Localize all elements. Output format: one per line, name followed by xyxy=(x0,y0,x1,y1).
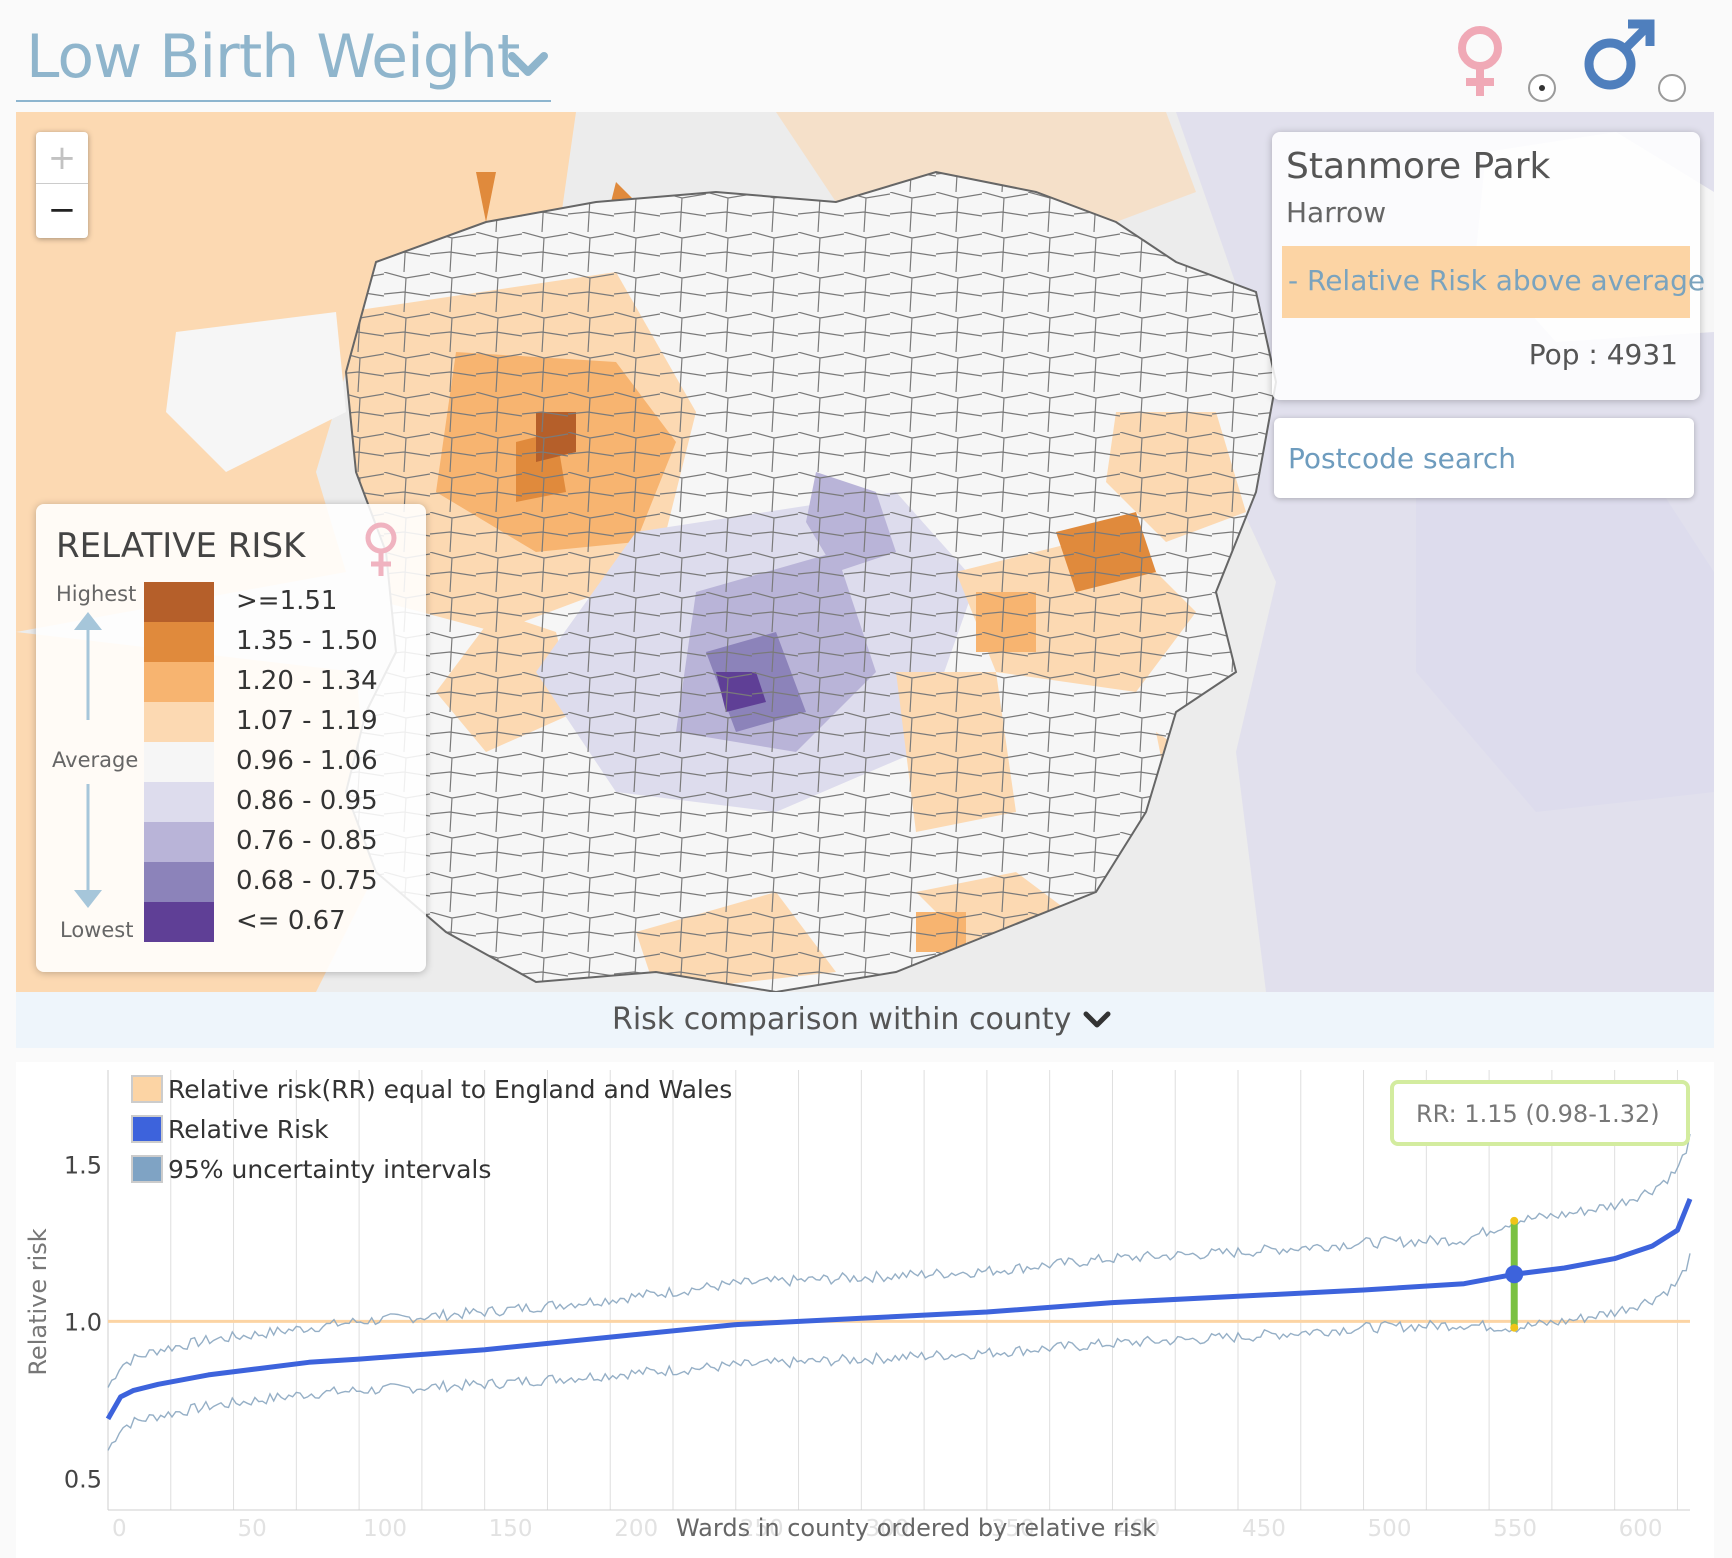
x-tick-label: 350 xyxy=(991,1516,1035,1542)
legend-swatch xyxy=(144,582,214,622)
legend-swatch xyxy=(144,702,214,742)
highlight-tooltip-text: RR: 1.15 (0.98-1.32) xyxy=(1416,1100,1660,1128)
legend-range-label: <= 0.67 xyxy=(236,906,346,936)
legend-swatch xyxy=(144,782,214,822)
chart-legend-label: 95% uncertainty intervals xyxy=(168,1155,491,1184)
x-tick-label: 150 xyxy=(489,1516,533,1542)
legend-range-label: >=1.51 xyxy=(236,586,338,616)
borough-name: Harrow xyxy=(1286,196,1387,229)
x-tick-label: 300 xyxy=(865,1516,909,1542)
legend-title: RELATIVE RISK xyxy=(56,526,306,566)
legend-swatch xyxy=(144,662,214,702)
legend-swatch xyxy=(144,622,214,662)
legend-highest-label: Highest xyxy=(56,582,137,606)
legend-swatch xyxy=(144,822,214,862)
risk-comparison-label: Risk comparison within county xyxy=(612,1002,1072,1037)
risk-status-badge: - Relative Risk above average xyxy=(1282,246,1705,318)
highlight-tooltip-box xyxy=(1390,1080,1690,1146)
ci-lower-line xyxy=(107,1253,1691,1451)
x-tick-label: 500 xyxy=(1368,1516,1412,1542)
chart-legend-swatch xyxy=(131,1075,163,1103)
legend-average-label: Average xyxy=(52,748,139,772)
x-tick-label: 450 xyxy=(1242,1516,1286,1542)
legend-range-label: 1.07 - 1.19 xyxy=(236,706,378,736)
postcode-search-box xyxy=(1274,418,1694,498)
page-title: Low Birth Weight xyxy=(26,22,520,92)
highlight-point xyxy=(1505,1265,1524,1284)
chevron-down-icon xyxy=(508,52,548,76)
ward-name: Stanmore Park xyxy=(1286,146,1551,187)
legend-range-label: 1.20 - 1.34 xyxy=(236,666,378,696)
x-tick-label: 600 xyxy=(1619,1516,1663,1542)
map-region xyxy=(1416,452,1714,812)
legend-swatch xyxy=(144,862,214,902)
population-value: Pop : 4931 xyxy=(1528,338,1678,371)
x-axis-title: Wards in county ordered by relative risk xyxy=(676,1514,1156,1542)
x-tick-label: 0 xyxy=(112,1516,127,1542)
x-tick-label: 400 xyxy=(1116,1516,1160,1542)
legend-range-label: 1.35 - 1.50 xyxy=(236,626,378,656)
x-tick-label: 250 xyxy=(740,1516,784,1542)
chevron-down-icon xyxy=(1083,1011,1111,1028)
zoom-out-button[interactable]: − xyxy=(47,190,77,230)
highlight-lower-cap xyxy=(1510,1323,1519,1332)
chart-legend-label: Relative risk(RR) equal to England and W… xyxy=(168,1075,732,1104)
x-tick-label: 100 xyxy=(363,1516,407,1542)
risk-comparison-toggle[interactable]: Risk comparison within county xyxy=(16,992,1714,1048)
legend-range-label: 0.68 - 0.75 xyxy=(236,866,378,896)
legend-swatch xyxy=(144,902,214,942)
female-icon[interactable] xyxy=(1448,22,1512,98)
relative-risk-line xyxy=(105,1197,1693,1421)
relative-risk-legend: RELATIVE RISK Highest Average Lowest >=1… xyxy=(36,504,426,972)
male-icon[interactable] xyxy=(1580,18,1656,96)
chart-legend-swatch xyxy=(131,1155,163,1183)
x-tick-label: 50 xyxy=(238,1516,267,1542)
map-region xyxy=(166,312,346,472)
arrow-scale-icon xyxy=(74,612,102,908)
chart-legend-label: Relative Risk xyxy=(168,1115,329,1144)
zoom-in-button[interactable]: + xyxy=(36,132,88,184)
x-tick-label: 200 xyxy=(614,1516,658,1542)
zoom-control: + − xyxy=(36,132,88,238)
ward-info-panel: Stanmore Park Harrow - Relative Risk abo… xyxy=(1272,132,1705,400)
legend-swatch xyxy=(144,742,214,782)
y-axis-title: Relative risk xyxy=(24,1228,52,1375)
highlight-upper-cap xyxy=(1510,1216,1519,1225)
map-region xyxy=(476,172,496,222)
indicator-dropdown[interactable]: Low Birth Weight xyxy=(16,14,551,102)
legend-range-label: 0.76 - 0.85 xyxy=(236,826,378,856)
legend-lowest-label: Lowest xyxy=(60,918,134,942)
postcode-search-input[interactable] xyxy=(1288,438,1678,478)
risk-status-text: - Relative Risk above average xyxy=(1288,264,1706,297)
y-tick-label: 1.0 xyxy=(64,1308,102,1336)
legend-range-label: 0.86 - 0.95 xyxy=(236,786,378,816)
female-radio[interactable] xyxy=(1528,74,1556,102)
male-radio[interactable] xyxy=(1658,74,1686,102)
x-tick-label: 550 xyxy=(1493,1516,1537,1542)
ci-upper-line xyxy=(107,1133,1691,1388)
legend-range-label: 0.96 - 1.06 xyxy=(236,746,378,776)
female-icon xyxy=(365,522,397,576)
risk-comparison-chart[interactable]: RR: 1.15 (0.98-1.32) 0.5 1.0 1.5 0 50 100 150 20… xyxy=(16,1062,1714,1558)
y-tick-label: 0.5 xyxy=(64,1466,102,1494)
y-tick-label: 1.5 xyxy=(64,1151,102,1179)
chart-canvas[interactable]: RR: 1.15 (0.98-1.32) 0.5 1.0 1.5 0 50 100 150 20… xyxy=(16,1062,1714,1558)
chart-legend-swatch xyxy=(131,1115,163,1143)
map-region xyxy=(776,112,1196,222)
